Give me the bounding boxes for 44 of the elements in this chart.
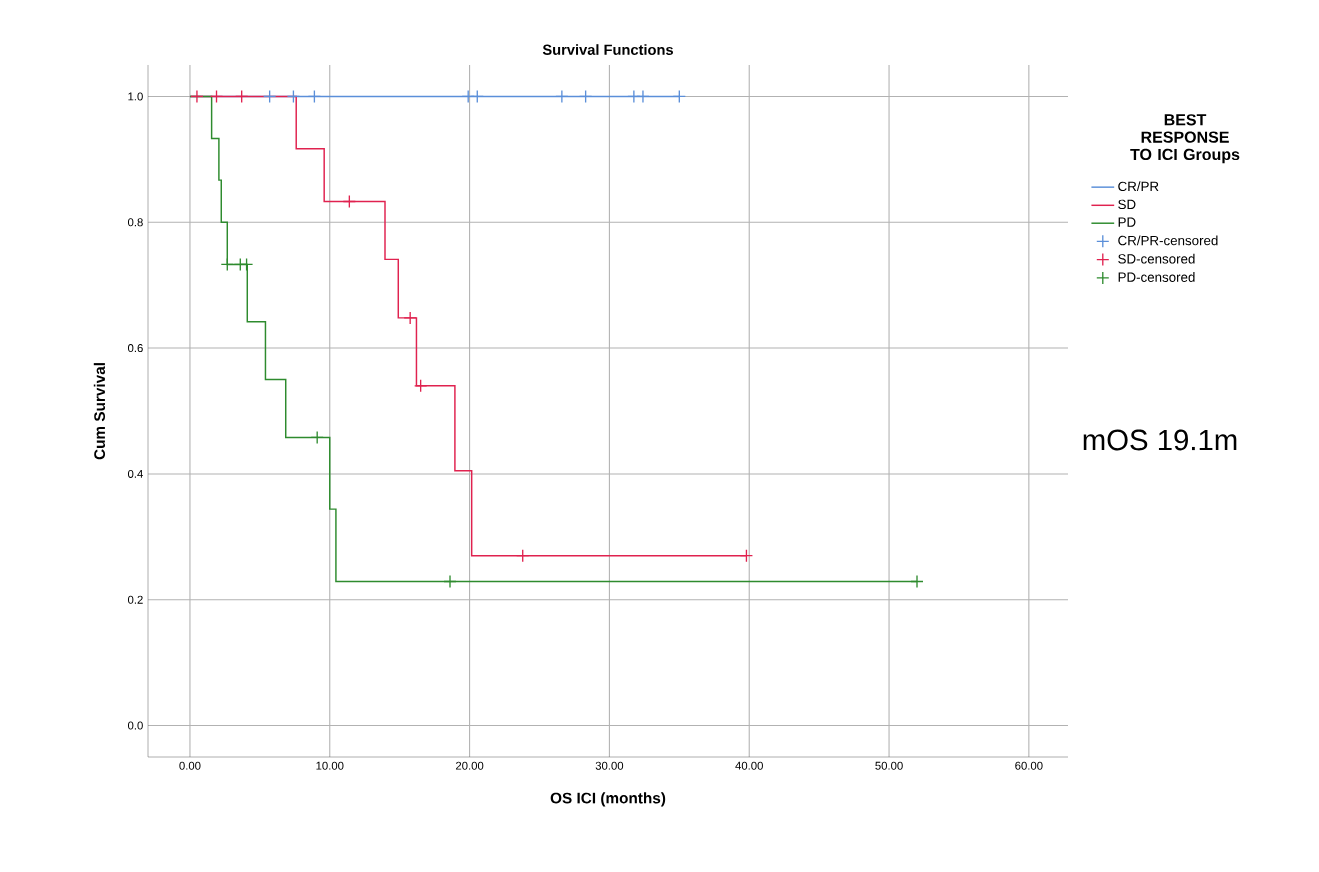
point	[413, 379, 428, 393]
point	[209, 89, 224, 104]
y-axis-title: Cum Survival	[93, 363, 106, 460]
y-tick-label: 0.4	[127, 469, 143, 478]
text: mOS 19.1m	[1083, 429, 1237, 451]
y-tick-label: 0.8	[127, 218, 143, 227]
point	[470, 89, 484, 104]
legend-label: PD	[1118, 217, 1136, 227]
point	[636, 89, 650, 104]
point	[310, 430, 324, 445]
x-tick-label: 40.00	[735, 761, 763, 770]
point	[403, 311, 417, 325]
point	[555, 89, 569, 104]
x-tick-label: 60.00	[1015, 761, 1043, 770]
x-tick-label: 10.00	[316, 761, 344, 770]
y-tick-label: 0.0	[127, 721, 143, 730]
legend-label: PD-censored	[1118, 272, 1195, 282]
x-axis-title: OS ICI (months)	[550, 792, 666, 807]
point	[516, 549, 530, 563]
point	[235, 89, 249, 104]
point	[220, 257, 234, 272]
legend-label: SD-censored	[1118, 253, 1195, 264]
point	[239, 257, 254, 272]
x-tick-label: 30.00	[595, 761, 624, 770]
point	[672, 89, 686, 104]
y-tick-label: 1.0	[128, 92, 143, 101]
point	[342, 194, 357, 209]
legend-label: CR/PR-censored	[1118, 235, 1218, 246]
x-tick-label: 50.00	[875, 761, 903, 770]
point	[578, 89, 593, 104]
point	[739, 549, 754, 563]
y-tick-label: 0.2	[127, 595, 143, 604]
point	[443, 574, 457, 589]
legend-label: SD	[1118, 199, 1136, 210]
x-tick-label: 20.00	[455, 761, 484, 770]
point	[262, 89, 277, 104]
x-tick-label: 0.00	[179, 761, 201, 770]
point	[910, 574, 924, 589]
point	[286, 89, 301, 104]
legend-label: CR/PR	[1118, 181, 1159, 192]
chart-title: Survival Functions	[542, 44, 673, 55]
legend-title: BEST RESPONSE TO ICI Groups	[1130, 114, 1240, 164]
point	[307, 89, 322, 104]
y-tick-label: 0.6	[127, 344, 143, 353]
